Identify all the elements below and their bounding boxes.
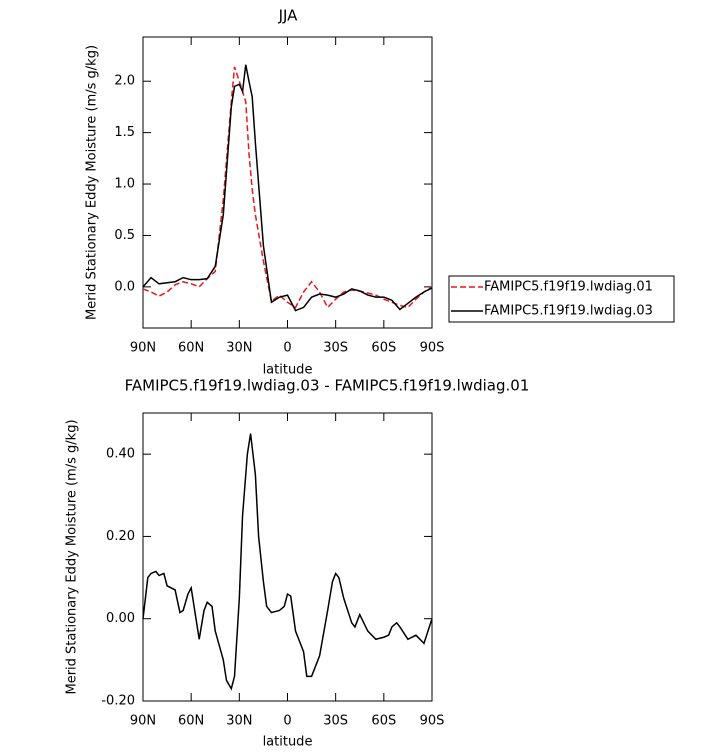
- y-tick-label: 0.20: [106, 529, 135, 544]
- chart-title: FAMIPC5.f19f19.lwdiag.03 - FAMIPC5.f19f1…: [125, 377, 530, 395]
- y-tick-label: 2.0: [114, 74, 135, 89]
- y-tick-label: 0.00: [106, 611, 135, 626]
- x-axis-label: latitude: [263, 735, 313, 750]
- x-tick-label: 90S: [420, 714, 445, 729]
- x-tick-label: 60N: [178, 341, 204, 356]
- y-axis-label: Merid Stationary Eddy Moisture (m/s g/kg…: [65, 419, 80, 694]
- line-series: [142, 433, 433, 691]
- legend-label: FAMIPC5.f19f19.lwdiag.01: [484, 280, 653, 295]
- x-tick-label: 30N: [226, 714, 252, 729]
- x-tick-label: 0: [283, 714, 291, 729]
- y-tick-label: -0.20: [101, 694, 135, 709]
- legend-label: FAMIPC5.f19f19.lwdiag.03: [484, 304, 653, 319]
- x-tick-label: 90S: [420, 341, 445, 356]
- x-tick-label: 60N: [178, 714, 204, 729]
- x-tick-label: 60S: [371, 714, 396, 729]
- y-tick-label: 1.0: [114, 177, 135, 192]
- y-tick-label: 1.5: [114, 125, 135, 140]
- plot-frame: [142, 412, 433, 702]
- plot-frame: [142, 36, 433, 329]
- chart-title: JJA: [278, 7, 299, 25]
- y-tick-label: 0.5: [114, 228, 135, 243]
- x-axis-label: latitude: [263, 363, 313, 378]
- x-tick-label: 30S: [323, 341, 348, 356]
- y-tick-label: 0.40: [106, 447, 135, 462]
- line-series: [142, 66, 433, 309]
- x-tick-label: 90N: [130, 714, 156, 729]
- x-tick-label: 90N: [130, 341, 156, 356]
- y-tick-label: 0.0: [114, 279, 135, 294]
- y-axis-label: Merid Stationary Eddy Moisture (m/s g/kg…: [85, 45, 100, 320]
- x-tick-label: 30N: [226, 341, 252, 356]
- x-tick-label: 60S: [371, 341, 396, 356]
- x-tick-label: 0: [283, 341, 291, 356]
- legend-frame: [448, 275, 675, 323]
- line-series: [142, 64, 433, 312]
- x-tick-label: 30S: [323, 714, 348, 729]
